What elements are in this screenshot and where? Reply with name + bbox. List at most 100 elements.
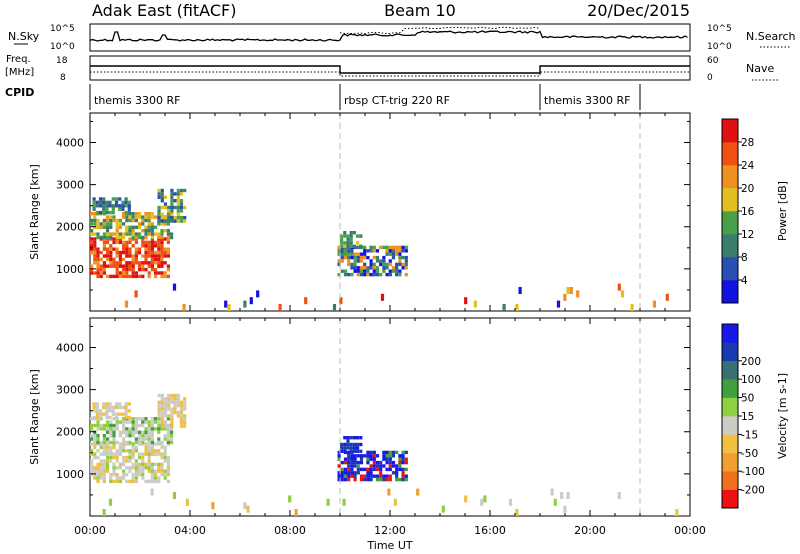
power-cell xyxy=(90,222,94,226)
velocity-cell xyxy=(372,454,376,458)
power-cell xyxy=(569,287,573,294)
power-cell xyxy=(157,232,161,236)
power-cell xyxy=(160,261,164,265)
velocity-cell xyxy=(353,464,357,468)
power-cell xyxy=(372,272,376,277)
power-cell xyxy=(157,271,161,275)
velocity-cell xyxy=(369,467,373,472)
velocity-cell xyxy=(359,454,364,458)
velocity-cell xyxy=(90,427,94,431)
power-cell xyxy=(375,249,380,253)
power-cell xyxy=(173,216,177,220)
velocity-cell xyxy=(122,472,126,477)
power-cell xyxy=(99,235,103,240)
power-cell xyxy=(183,219,187,223)
power-cell xyxy=(147,274,151,279)
power-cell xyxy=(154,225,158,229)
velocity-cell xyxy=(183,407,187,411)
power-cell xyxy=(90,237,94,241)
velocity-cell xyxy=(160,421,164,425)
power-cell xyxy=(372,249,376,253)
velocity-cell xyxy=(102,466,106,470)
power-cell xyxy=(173,205,177,210)
velocity-cell xyxy=(563,505,567,513)
freq-series xyxy=(90,65,690,77)
power-colorbar-segment xyxy=(722,257,738,281)
power-cell xyxy=(125,225,129,229)
power-cell xyxy=(108,210,112,215)
velocity-colorbar-segment xyxy=(722,324,738,343)
cpid-segment-label: rbsp CT-trig 220 RF xyxy=(344,94,450,107)
velocity-cell xyxy=(340,460,344,465)
velocity-cell xyxy=(112,455,116,460)
power-cell xyxy=(144,250,148,255)
power-cell xyxy=(340,259,344,263)
power-cell xyxy=(343,269,348,273)
velocity-cell xyxy=(128,452,132,456)
velocity-cell xyxy=(350,460,354,465)
velocity-cell xyxy=(404,477,408,482)
velocity-cell xyxy=(109,440,113,445)
power-cell xyxy=(375,269,380,273)
power-cell xyxy=(356,252,360,256)
velocity-cell xyxy=(352,442,356,447)
velocity-cell xyxy=(93,469,97,473)
velocity-cell xyxy=(170,414,174,418)
velocity-cell xyxy=(141,452,145,456)
power-cell xyxy=(105,210,109,215)
power-cell xyxy=(160,219,164,223)
velocity-cell xyxy=(163,404,168,408)
velocity-cell xyxy=(160,404,164,408)
power-cell xyxy=(98,200,103,205)
power-cell xyxy=(183,216,187,220)
power-cell xyxy=(160,216,164,220)
velocity-cell xyxy=(347,467,351,472)
velocity-cell xyxy=(118,412,122,416)
velocity-cell xyxy=(122,459,126,463)
power-cell xyxy=(109,274,113,279)
velocity-cell xyxy=(160,440,164,445)
velocity-cell xyxy=(337,474,341,478)
power-cell xyxy=(372,269,376,273)
power-cell xyxy=(124,210,128,215)
velocity-cell xyxy=(359,449,363,453)
power-cell xyxy=(96,225,100,229)
power-cell xyxy=(115,240,119,245)
power-cell xyxy=(93,247,97,251)
power-cell xyxy=(150,235,154,240)
power-cell xyxy=(382,255,386,260)
velocity-cell xyxy=(141,472,145,477)
power-cell xyxy=(347,255,351,260)
power-cell xyxy=(382,262,386,267)
power-cell xyxy=(134,215,138,219)
power-cell xyxy=(131,212,135,216)
power-cell xyxy=(90,264,94,268)
velocity-cell xyxy=(170,417,174,421)
velocity-cell xyxy=(90,449,94,453)
power-cell xyxy=(93,237,97,241)
power-cell xyxy=(128,240,132,245)
velocity-cell xyxy=(379,477,383,482)
power-cell xyxy=(147,247,151,251)
velocity-cell xyxy=(125,472,129,477)
power-cell xyxy=(102,240,106,245)
power-cell xyxy=(388,269,392,273)
power-cell xyxy=(359,244,363,248)
power-cell xyxy=(150,244,154,248)
velocity-cell xyxy=(147,466,151,470)
colorbar-tick-label: 20 xyxy=(741,183,754,195)
power-cell xyxy=(141,254,145,258)
power-cell xyxy=(99,250,103,255)
velocity-cell xyxy=(350,457,354,461)
power-cell xyxy=(118,274,122,279)
power-cell xyxy=(170,188,174,193)
power-cell xyxy=(122,271,126,275)
velocity-cell xyxy=(363,477,367,482)
power-cell xyxy=(106,274,110,279)
velocity-cell xyxy=(102,427,106,431)
velocity-cell xyxy=(401,477,405,482)
power-cell xyxy=(379,262,383,267)
power-cell xyxy=(144,215,148,219)
velocity-cell xyxy=(121,412,125,416)
velocity-cell xyxy=(343,442,347,447)
